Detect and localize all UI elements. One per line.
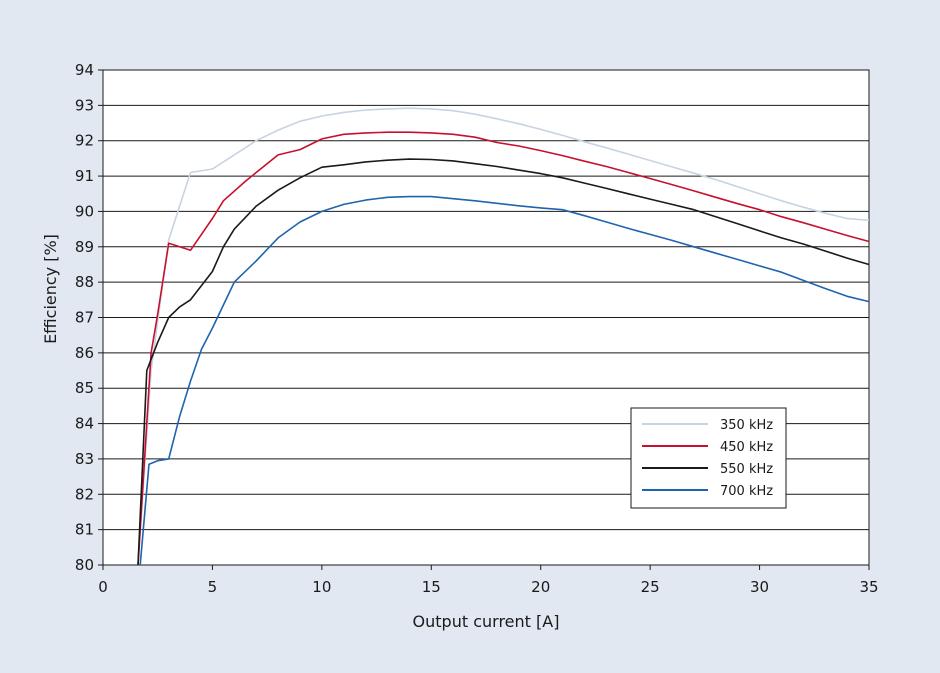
y-tick-label: 89	[75, 238, 94, 256]
legend-label: 450 kHz	[720, 440, 773, 455]
x-axis-label: Output current [A]	[413, 612, 560, 631]
x-tick-label: 5	[208, 578, 218, 596]
series-lines	[137, 107, 870, 566]
y-tick-labels: 80 81 82 83 84 85 86 87 88 89 90 91 92 93 94	[75, 61, 94, 574]
y-tick-label: 88	[75, 273, 94, 291]
y-tick-label: 93	[75, 96, 94, 114]
x-tick-label: 15	[422, 578, 441, 596]
x-tick-label: 35	[859, 578, 878, 596]
x-tick-label: 0	[98, 578, 108, 596]
y-tick-label: 83	[75, 450, 94, 468]
x-tick-label: 25	[641, 578, 660, 596]
y-axis-label: Efficiency [%]	[41, 234, 60, 344]
legend-label: 550 kHz	[720, 462, 773, 477]
y-tick-label: 82	[75, 485, 94, 503]
y-tick-label: 87	[75, 309, 94, 327]
y-tick-label: 81	[75, 521, 94, 539]
y-tick-label: 80	[75, 556, 94, 574]
y-tick-label: 90	[75, 202, 94, 220]
y-tick-label: 92	[75, 132, 94, 150]
x-tick-labels: 0 5 10 15 20 25 30 35	[98, 578, 878, 596]
y-tick-label: 86	[75, 344, 94, 362]
x-tick-label: 20	[531, 578, 550, 596]
y-tick-label: 85	[75, 379, 94, 397]
y-tick-label: 84	[75, 415, 94, 433]
series-line-0	[137, 107, 870, 566]
y-tick-label: 94	[75, 61, 94, 79]
series-line-3	[139, 195, 870, 566]
x-tick-label: 10	[312, 578, 331, 596]
x-tick-label: 30	[750, 578, 769, 596]
legend-label: 700 kHz	[720, 484, 773, 499]
legend: 350 kHz 450 kHz 550 kHz 700 kHz	[630, 407, 787, 509]
legend-label: 350 kHz	[720, 418, 773, 433]
series-line-1	[137, 131, 870, 566]
series-line-2	[137, 158, 870, 566]
y-tick-label: 91	[75, 167, 94, 185]
